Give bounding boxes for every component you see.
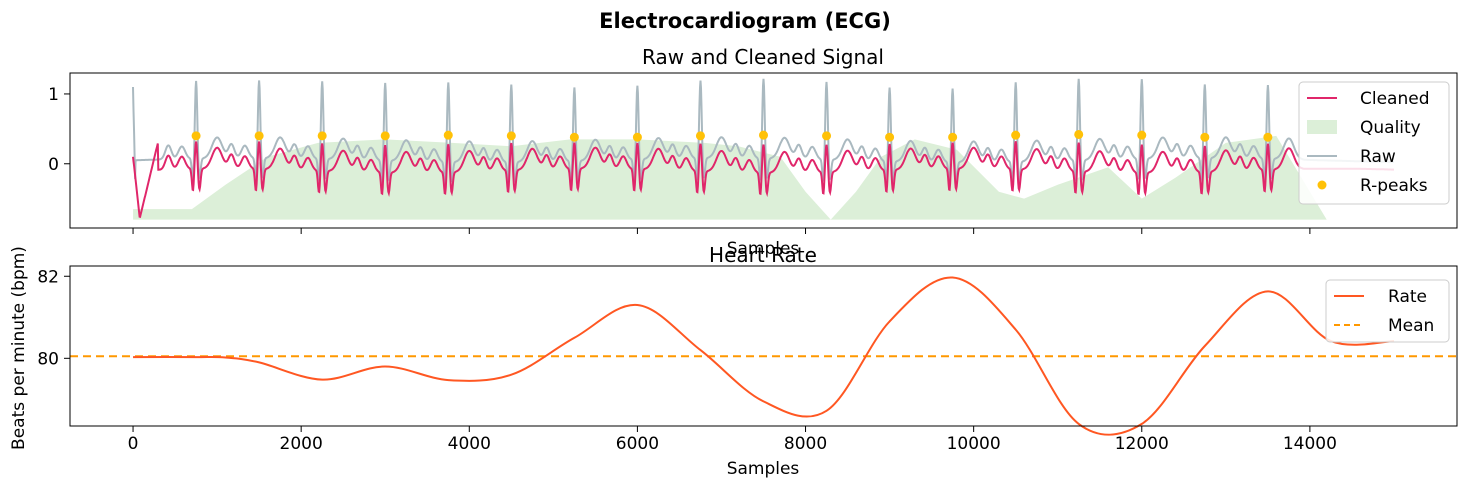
- legend-swatch-quality: [1307, 120, 1337, 134]
- ytick-label: 82: [37, 267, 59, 287]
- legend-label: Raw: [1360, 147, 1396, 167]
- r-peak-marker: [1011, 130, 1021, 140]
- r-peak-marker: [885, 132, 895, 142]
- signal-panel-title: Raw and Cleaned Signal: [642, 45, 884, 69]
- xtick-label: 2000: [280, 434, 323, 454]
- r-peak-marker: [443, 130, 453, 140]
- r-peak-marker: [317, 131, 327, 141]
- r-peak-marker: [695, 131, 705, 141]
- r-peak-marker: [1263, 132, 1273, 142]
- r-peak-marker: [822, 131, 832, 141]
- r-peak-marker: [948, 132, 958, 142]
- r-peak-marker: [254, 131, 264, 141]
- r-peak-marker: [1137, 130, 1147, 140]
- r-peak-marker: [759, 130, 768, 140]
- signal-panel: Raw and Cleaned Signal 0 1 Samples Cleane…: [48, 45, 1458, 259]
- heart-rate-panel-title: Heart Rate: [709, 243, 817, 267]
- signal-panel-xlabel: Samples: [727, 239, 800, 259]
- heart-rate-panel-xlabel: Samples: [727, 459, 800, 479]
- cleaned-signal-line: [132, 141, 1394, 218]
- legend-label: Mean: [1388, 316, 1434, 336]
- ytick-label: 1: [48, 85, 59, 105]
- legend-swatch-rpeaks: [1317, 180, 1327, 190]
- ytick-label: 0: [48, 155, 59, 175]
- r-peak-marker: [1200, 132, 1210, 142]
- r-peak-marker: [380, 131, 390, 141]
- heart-rate-panel: Heart Rate 0 2000 4000 6000 8000 10000 12000 14…: [9, 243, 1458, 479]
- r-peak-marker: [632, 132, 642, 142]
- heart-rate-legend: Rate Mean: [1325, 279, 1450, 343]
- quality-band: [133, 135, 1394, 220]
- rate-line: [133, 276, 1395, 436]
- xtick-label: 10000: [947, 434, 1001, 454]
- legend-label: R-peaks: [1360, 176, 1428, 196]
- heart-rate-panel-ylabel: Beats per minute (bpm): [9, 246, 29, 450]
- legend-label: Quality: [1360, 118, 1421, 138]
- xtick-label: 12000: [1115, 434, 1169, 454]
- xtick-label: 4000: [448, 434, 491, 454]
- ytick-label: 80: [37, 349, 59, 369]
- signal-legend: Cleaned Quality Raw R-peaks: [1298, 81, 1450, 205]
- legend-box: [1298, 81, 1450, 205]
- raw-signal-line: [132, 78, 1394, 187]
- xtick-label: 14000: [1283, 434, 1337, 454]
- legend-label: Cleaned: [1360, 89, 1430, 109]
- signal-panel-frame: [69, 72, 1458, 229]
- xtick-label: 8000: [784, 434, 827, 454]
- r-peak-marker: [569, 132, 579, 142]
- r-peak-marker: [191, 131, 201, 141]
- xtick-label: 0: [128, 434, 139, 454]
- legend-label: Rate: [1388, 287, 1427, 307]
- r-peak-marker: [1074, 129, 1084, 139]
- figure-title: Electrocardiogram (ECG): [599, 9, 891, 33]
- xtick-label: 6000: [616, 434, 659, 454]
- r-peak-marker: [506, 131, 516, 141]
- heart-rate-panel-frame: [69, 265, 1458, 427]
